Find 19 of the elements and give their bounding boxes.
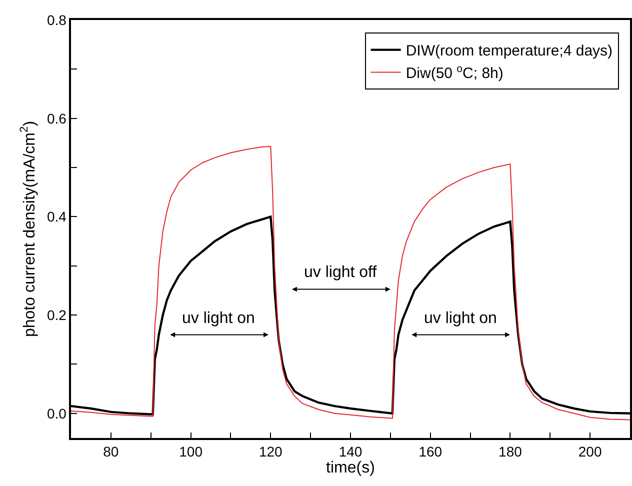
y-tick-label: 0.4 (46, 208, 67, 225)
x-tick-label: 160 (418, 444, 442, 460)
x-tick-label: 200 (578, 444, 602, 460)
x-tick-label: 100 (179, 444, 203, 460)
legend-label: DIW(room temperature;4 days) (406, 42, 613, 60)
x-tick-label: 120 (258, 444, 283, 460)
x-axis-title: time(s) (326, 460, 375, 477)
y-tick-label: 0.6 (46, 110, 67, 126)
annotation: uv light off (304, 264, 378, 281)
line-series (71, 146, 630, 420)
x-tick-label: 140 (338, 444, 362, 460)
x-tick-label: 180 (498, 444, 522, 460)
y-tick-label: 0.8 (46, 12, 67, 28)
y-tick-label: 0.0 (46, 405, 67, 422)
x-tick-label: 80 (103, 444, 119, 460)
annotation: uv light on (182, 310, 255, 327)
annotation: uv light on (424, 310, 497, 327)
y-tick-label: 0.2 (46, 306, 67, 323)
legend-label: Diw(50 $^{o}$C; 8h) (406, 62, 504, 82)
